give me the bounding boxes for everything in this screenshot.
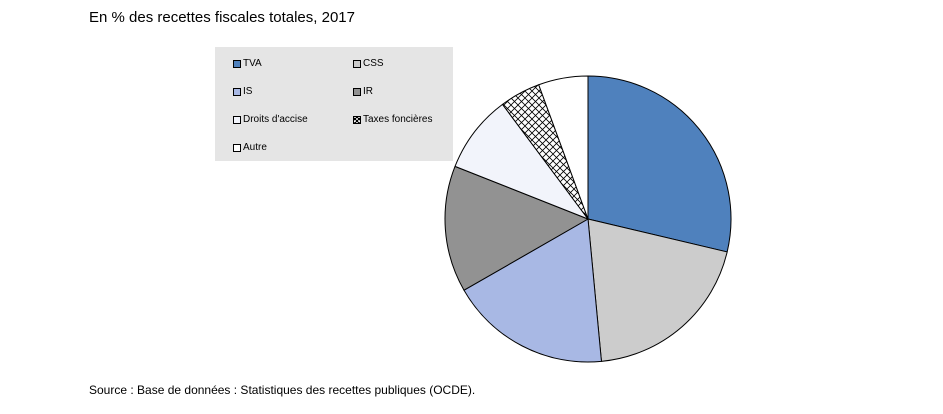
legend-label-droits-d-accise: Droits d'accise: [243, 114, 308, 125]
chart-subtitle: En % des recettes fiscales totales, 2017: [89, 9, 355, 26]
source-note: Source : Base de données : Statistiques …: [89, 383, 476, 397]
legend-item-css: CSS: [353, 58, 384, 69]
legend-swatch-taxes-fonci-res: [353, 115, 361, 124]
pie-slice-is: [463, 218, 602, 363]
legend-item-autre: Autre: [233, 142, 267, 153]
legend-swatch-autre: [233, 143, 241, 152]
legend-item-ir: IR: [353, 86, 373, 97]
pie-slice-css: [587, 218, 728, 362]
legend-label-autre: Autre: [243, 142, 267, 153]
legend-swatch-is: [233, 87, 241, 96]
pie-slice-tva: [587, 75, 732, 253]
pie-slice-autre: [538, 75, 589, 220]
legend-label-css: CSS: [363, 58, 384, 69]
legend-swatch-css: [353, 59, 361, 68]
legend-label-tva: TVA: [243, 58, 262, 69]
legend-label-ir: IR: [363, 86, 373, 97]
legend-label-is: IS: [243, 86, 253, 97]
legend-item-droits-d-accise: Droits d'accise: [233, 114, 308, 125]
legend-item-taxes-fonci-res: Taxes foncières: [353, 114, 432, 125]
legend-item-is: IS: [233, 86, 252, 97]
legend-swatch-ir: [353, 87, 361, 96]
legend-label-taxes-fonci-res: Taxes foncières: [363, 114, 433, 125]
legend-swatch-droits-d-accise: [233, 115, 241, 124]
legend-item-tva: TVA: [233, 58, 262, 69]
legend-swatch-tva: [233, 59, 241, 68]
pie-slice-ir: [444, 165, 589, 291]
chart-legend: TVA CSS IS IR Droits d'accise Taxes foncières…: [215, 47, 453, 161]
